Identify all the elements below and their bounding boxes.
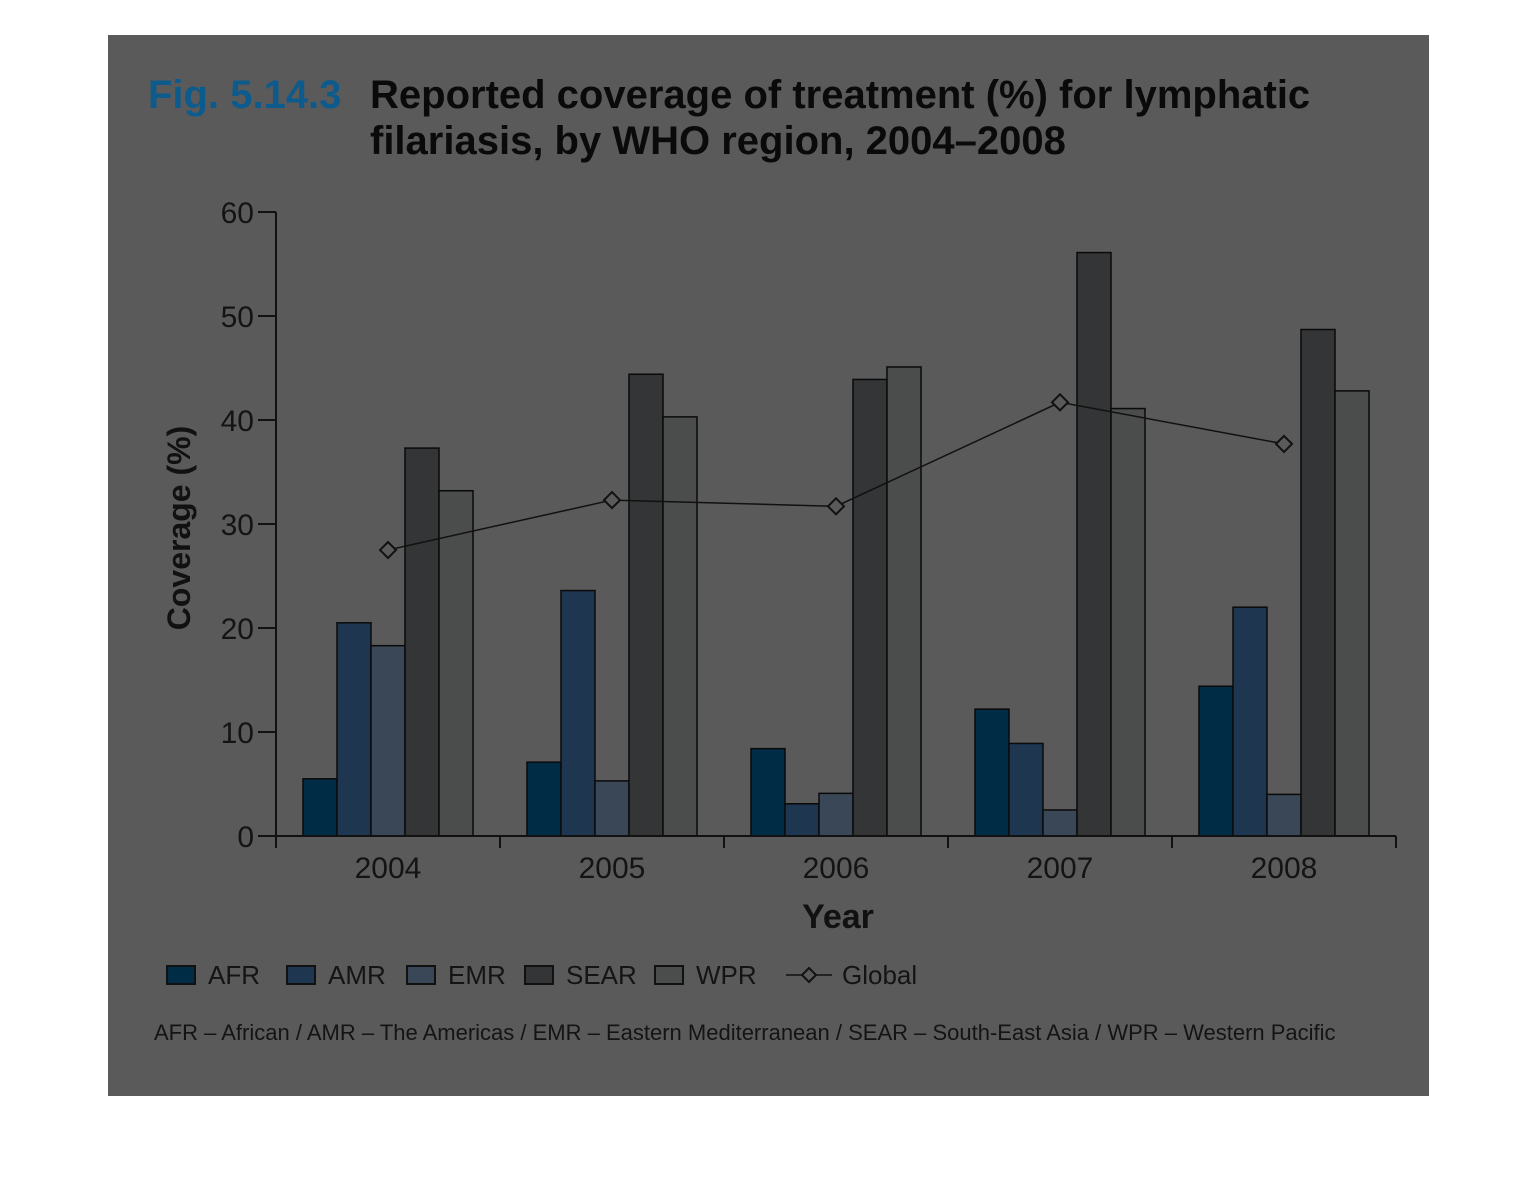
- bar-sear-2007: [1076, 251, 1112, 837]
- bar-emr-2006: [818, 792, 854, 837]
- bar-amr-2005: [560, 589, 596, 837]
- figure-title-text: Reported coverage of treatment (%) for l…: [370, 73, 1311, 163]
- global-line-layer: [378, 392, 1294, 560]
- global-line: [387, 401, 1285, 551]
- x-tick-label: 2005: [579, 852, 646, 885]
- y-tick-label: 30: [221, 509, 254, 542]
- global-point-2007: [1050, 392, 1070, 412]
- legend-item-sear: SEAR: [524, 958, 637, 992]
- x-tick-label: 2004: [355, 852, 422, 885]
- y-axis-label: Coverage (%): [161, 426, 197, 631]
- legend-label: AFR: [208, 959, 260, 990]
- legend-item-amr: AMR: [286, 958, 386, 992]
- legend-swatch: [406, 965, 436, 985]
- global-point-2005: [602, 490, 622, 510]
- x-axis-label: Year: [802, 898, 874, 936]
- bar-sear-2006: [852, 378, 888, 837]
- legend-diamond: [800, 966, 818, 984]
- bar-sear-2005: [628, 373, 664, 837]
- bar-emr-2005: [594, 780, 630, 837]
- y-tick-label: 10: [221, 717, 254, 750]
- chart-panel: [108, 35, 1429, 1096]
- legend-swatch: [524, 965, 554, 985]
- global-point-2006: [826, 496, 846, 516]
- bar-amr-2008: [1232, 606, 1268, 837]
- bar-afr-2008: [1198, 685, 1234, 837]
- legend-label: SEAR: [566, 959, 637, 990]
- legend-swatch: [286, 965, 316, 985]
- bar-amr-2006: [784, 803, 820, 837]
- bar-amr-2007: [1008, 742, 1044, 837]
- legend-label: WPR: [696, 959, 757, 990]
- bar-afr-2004: [302, 778, 338, 837]
- bar-wpr-2006: [886, 366, 922, 837]
- bar-amr-2004: [336, 622, 372, 837]
- legend-item-wpr: WPR: [654, 958, 757, 992]
- x-tick-label: 2007: [1027, 852, 1094, 885]
- legend-swatch: [654, 965, 684, 985]
- y-tick-label: 20: [221, 613, 254, 646]
- bar-emr-2007: [1042, 809, 1078, 837]
- y-tick-label: 40: [221, 405, 254, 438]
- legend-swatch: [166, 965, 196, 985]
- figure-number: Fig. 5.14.3: [148, 73, 342, 117]
- bar-emr-2008: [1266, 793, 1302, 837]
- bars-layer: [302, 251, 1370, 837]
- axes-layer: 0 10 20 30 40 50 60 2004 2005 2006 2007 2008: [221, 197, 1397, 885]
- legend-item-global: Global: [786, 958, 917, 992]
- footnote: AFR – African / AMR – The Americas / EMR…: [154, 1020, 1336, 1045]
- bar-wpr-2005: [662, 416, 698, 837]
- bar-afr-2006: [750, 747, 786, 837]
- bar-wpr-2007: [1110, 407, 1146, 837]
- bar-sear-2004: [404, 447, 440, 837]
- bar-wpr-2004: [438, 489, 474, 837]
- bar-afr-2007: [974, 708, 1010, 837]
- legend-item-afr: AFR: [166, 958, 260, 992]
- global-point-2004: [378, 540, 398, 560]
- global-point-2008: [1274, 434, 1294, 454]
- legend-line-diamond-icon: [786, 966, 832, 984]
- x-tick-label: 2006: [803, 852, 870, 885]
- bar-sear-2008: [1300, 328, 1336, 837]
- bar-wpr-2008: [1334, 390, 1370, 837]
- x-tick-label: 2008: [1251, 852, 1318, 885]
- legend-label: EMR: [448, 959, 506, 990]
- y-tick-label: 50: [221, 301, 254, 334]
- legend-item-emr: EMR: [406, 958, 506, 992]
- legend-label: AMR: [328, 959, 386, 990]
- legend-label: Global: [842, 959, 918, 990]
- bar-afr-2005: [526, 761, 562, 837]
- y-tick-label: 60: [221, 197, 254, 230]
- bar-emr-2004: [370, 644, 406, 837]
- y-tick-label: 0: [237, 821, 254, 854]
